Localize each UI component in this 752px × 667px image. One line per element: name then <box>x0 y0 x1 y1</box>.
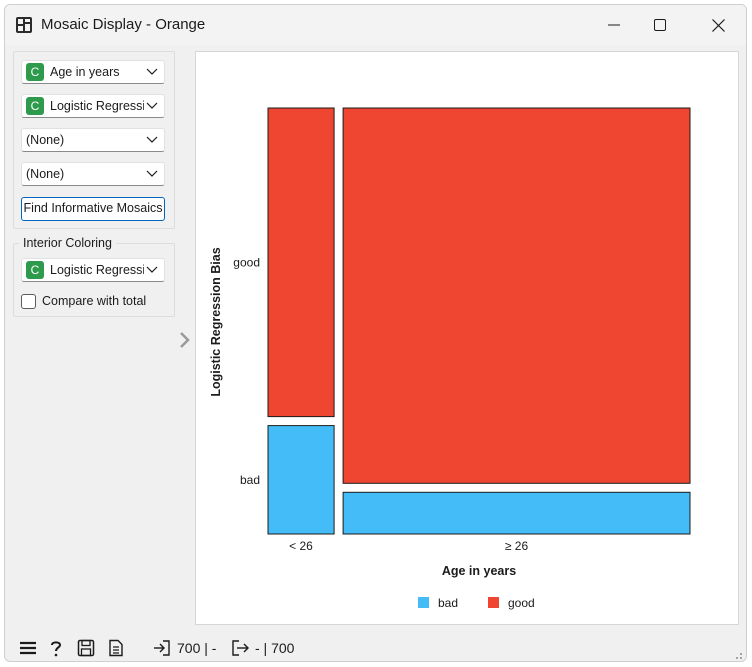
close-button[interactable] <box>695 11 741 39</box>
chevron-down-icon <box>146 170 158 177</box>
window-title: Mosaic Display - Orange <box>41 16 206 33</box>
resize-grip-icon[interactable] <box>733 650 743 660</box>
mosaic-display-window: Mosaic Display - Orange C Age in years C… <box>4 4 747 662</box>
legend-swatch-good <box>488 597 499 608</box>
minimize-button[interactable] <box>591 11 637 39</box>
input-summary: 700 | - <box>177 640 217 656</box>
interior-coloring-label: Logistic Regression Bias <box>50 263 144 277</box>
input-icon <box>154 640 170 656</box>
chevron-down-icon <box>146 136 158 143</box>
compare-with-total-label[interactable]: Compare with total <box>42 294 147 308</box>
mosaic-cell-lt-26-bad <box>267 425 335 535</box>
y-tick-label: bad <box>240 473 260 487</box>
output-icon <box>232 640 249 656</box>
variables-panel: C Age in years C Logistic Regression Bia… <box>13 51 175 229</box>
mosaic-cell-ge-26-bad <box>342 491 691 535</box>
save-icon[interactable] <box>77 639 95 657</box>
variable-4-combo[interactable]: (None) <box>21 162 165 186</box>
interior-coloring-title: Interior Coloring <box>19 236 116 250</box>
compare-with-total-checkbox[interactable] <box>21 294 36 309</box>
legend-label: bad <box>438 596 458 610</box>
status-bar: 700 | - - | 700 <box>5 633 746 661</box>
mosaic-cell-lt-26-good <box>267 107 335 418</box>
y-tick-label: good <box>233 255 260 269</box>
variable-3-combo[interactable]: (None) <box>21 128 165 152</box>
menu-icon[interactable] <box>19 639 37 657</box>
report-icon[interactable] <box>107 639 125 657</box>
variable-1-label: Age in years <box>50 65 120 79</box>
app-icon <box>16 17 32 33</box>
title-bar[interactable]: Mosaic Display - Orange <box>5 5 746 45</box>
x-axis-label: Age in years <box>442 564 516 578</box>
continuous-variable-icon: C <box>26 97 44 115</box>
output-summary: - | 700 <box>255 640 295 656</box>
chevron-down-icon <box>146 68 158 75</box>
variable-2-label: Logistic Regression Bias <box>50 99 144 113</box>
minimize-icon <box>608 24 620 26</box>
splitter-chevron-right-icon[interactable] <box>178 331 192 349</box>
variable-3-label: (None) <box>26 133 65 147</box>
variable-1-combo[interactable]: C Age in years <box>21 60 165 84</box>
variable-2-combo[interactable]: C Logistic Regression Bias <box>21 94 165 118</box>
maximize-button[interactable] <box>637 11 683 39</box>
x-tick-label: ≥ 26 <box>505 539 529 553</box>
continuous-variable-icon: C <box>26 63 44 81</box>
find-informative-mosaics-button[interactable]: Find Informative Mosaics <box>21 197 165 221</box>
y-axis-label: Logistic Regression Bias <box>209 247 223 396</box>
chevron-down-icon <box>146 266 158 273</box>
mosaic-canvas: < 26 ≥ 26 good bad Age in years Logistic Regr… <box>195 51 739 625</box>
x-tick-label: < 26 <box>289 539 313 553</box>
interior-coloring-group: C Logistic Regression Bias Compare with … <box>13 243 175 317</box>
maximize-icon <box>654 19 666 31</box>
help-icon[interactable] <box>47 639 65 657</box>
chevron-down-icon <box>146 102 158 109</box>
variable-4-label: (None) <box>26 167 65 181</box>
interior-coloring-combo[interactable]: C Logistic Regression Bias <box>21 258 165 282</box>
mosaic-chart: < 26 ≥ 26 good bad Age in years Logistic Regr… <box>209 107 691 610</box>
legend-swatch-bad <box>418 597 429 608</box>
mosaic-cell-ge-26-good <box>342 107 691 484</box>
close-icon <box>711 18 725 32</box>
continuous-variable-icon: C <box>26 261 44 279</box>
legend-label: good <box>508 596 535 610</box>
